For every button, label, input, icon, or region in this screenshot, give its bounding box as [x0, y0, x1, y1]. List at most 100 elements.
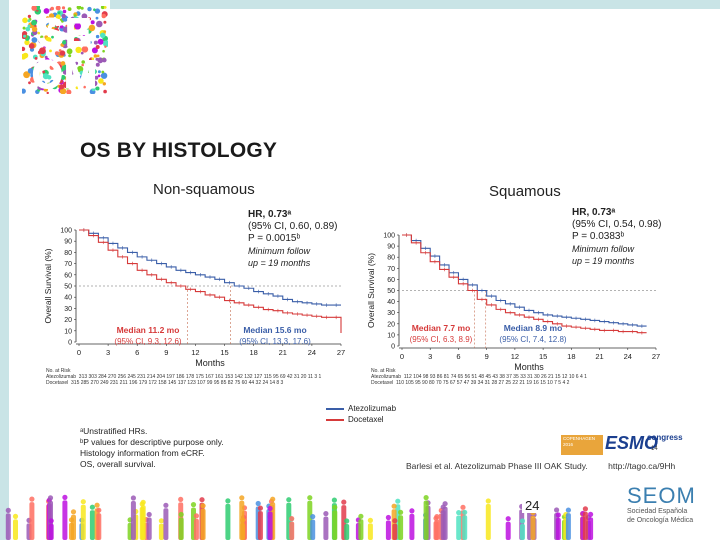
x-tick-label: 15 [220, 348, 228, 357]
person-head [332, 504, 338, 510]
logo-dot [27, 68, 34, 74]
logo-dot [87, 17, 91, 21]
logo-dot [75, 46, 82, 54]
logo-dot [22, 17, 28, 24]
citation-link[interactable]: http://tago.ca/9Hh [608, 461, 676, 471]
person-body [434, 519, 440, 540]
hr-followup-2: up = 19 months [572, 256, 635, 266]
risk-table-squamous: No. at Risk Atezolizumab 112 104 98 93 8… [371, 368, 587, 386]
x-tick-label: 24 [624, 352, 632, 361]
logo-dot [51, 35, 54, 39]
logo-dot [103, 20, 107, 24]
logo-dot [97, 57, 104, 64]
person-body [158, 523, 164, 540]
person-body [358, 519, 364, 540]
logo-dot [40, 35, 44, 39]
x-tick-label: 15 [539, 352, 547, 361]
logo-dot [34, 57, 38, 60]
logo-dot [61, 67, 65, 72]
risk-row-values: 313 303 284 270 256 245 231 214 204 197 … [78, 374, 322, 380]
logo-dot [79, 70, 84, 76]
logo-dot [30, 76, 36, 83]
y-tick-label: 60 [64, 272, 72, 279]
logo-dot [91, 80, 98, 87]
person-head [398, 509, 404, 515]
median-label: Median 11.2 mo [117, 325, 180, 335]
person-body [240, 523, 246, 540]
logo-dot [100, 72, 108, 79]
person-head [409, 508, 415, 514]
person-body [96, 513, 102, 540]
y-tick-label: 50 [64, 284, 72, 291]
median-label: Median 8.9 mo [504, 323, 563, 333]
footnote-d: OS, overall survival. [80, 459, 156, 469]
person-head [240, 517, 246, 523]
y-tick-label: 90 [64, 239, 72, 246]
x-axis-label: Months [195, 358, 225, 368]
slide-title: OS BY HISTOLOGY [80, 139, 278, 162]
person-body [442, 506, 448, 540]
risk-row-atezolizumab: Atezolizumab 112 104 98 93 86 81 74 65 5… [371, 374, 587, 380]
x-tick-label: 6 [456, 352, 460, 361]
km-curve-docetaxel [402, 234, 647, 334]
logo-dot [96, 54, 100, 58]
logo-dot [50, 59, 54, 63]
hr-followup-1: Minimum follow [572, 244, 635, 254]
logo-dot [31, 37, 38, 43]
logo-dot [50, 6, 54, 11]
logo-dot [43, 87, 48, 92]
logo-dot [83, 19, 87, 23]
logo-dot [67, 7, 72, 11]
logo-dot [36, 78, 42, 83]
logo-dot [39, 47, 46, 55]
x-tick-label: 3 [428, 352, 432, 361]
person-body [5, 513, 11, 540]
median-ci-label: (95% CI, 6.3, 8.9) [410, 335, 473, 344]
x-tick-label: 0 [77, 348, 81, 357]
logo-dot [66, 89, 72, 94]
km-curve-atezolizumab [402, 234, 647, 327]
person-body [310, 519, 316, 540]
person-body [332, 510, 338, 540]
seom-logo: SE OM [22, 6, 108, 94]
person-body [344, 524, 350, 540]
risk-row-docetaxel: Docetaxel 315 285 270 249 231 211 196 17… [46, 380, 321, 386]
person-body [89, 510, 95, 540]
logo-dot [94, 8, 101, 14]
person-body [289, 521, 295, 540]
person-head [257, 505, 263, 511]
hr-followup-2: up = 19 months [248, 258, 311, 268]
y-tick-label: 40 [387, 299, 395, 306]
person-head [582, 506, 589, 512]
x-tick-label: 21 [595, 352, 603, 361]
person-head [555, 512, 561, 518]
person-head [554, 507, 560, 513]
person-head [331, 497, 337, 503]
legend-item-atezolizumab: Atezolizumab [326, 403, 396, 414]
footnotes: ᵃUnstratified HRs. ᵇP values for descrip… [80, 426, 224, 470]
seom-footer-sub1: Sociedad Española [627, 508, 688, 515]
chart-legend: Atezolizumab Docetaxel [326, 403, 396, 425]
seom-footer-name: SEOM [627, 483, 696, 508]
logo-dot [37, 85, 43, 91]
median-ci-label: (95% CI, 9.3, 12.6) [114, 337, 181, 346]
logo-dot [90, 20, 95, 25]
person-body [62, 500, 68, 540]
person-head [423, 495, 429, 501]
logo-letters-se: SE [37, 11, 92, 55]
person-head [47, 495, 54, 501]
x-tick-label: 12 [511, 352, 519, 361]
logo-dot [81, 60, 85, 64]
logo-dot [42, 70, 46, 74]
person-body [423, 500, 429, 540]
logo-dot [91, 86, 96, 92]
person-body [323, 516, 329, 540]
logo-dot [22, 53, 27, 60]
person-head [178, 511, 184, 518]
person-head [565, 507, 572, 513]
person-head [289, 516, 295, 522]
chart-title-squamous: Squamous [489, 183, 561, 200]
y-tick-label: 100 [60, 228, 72, 235]
logo-dot [91, 47, 98, 54]
logo-dot [76, 80, 80, 84]
